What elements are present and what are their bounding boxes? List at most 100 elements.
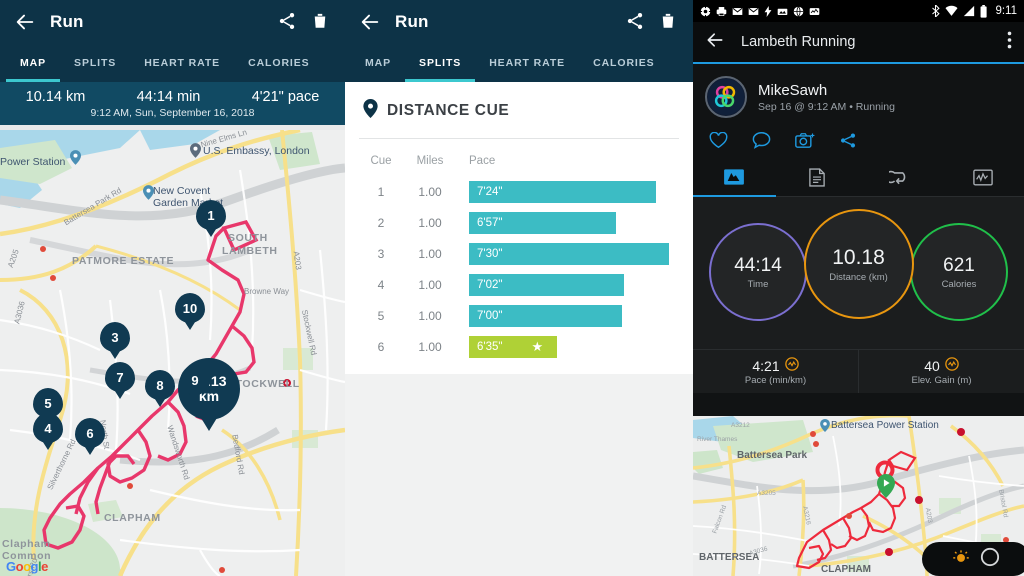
back-arrow-icon[interactable] bbox=[14, 11, 36, 33]
cell-cue: 6 bbox=[377, 339, 385, 354]
back-arrow-icon[interactable] bbox=[359, 11, 381, 33]
lambeth-running-panel: 9:11 Lambeth Running MikeSawh Sep 16 @ 9… bbox=[693, 0, 1024, 576]
tab-map[interactable]: MAP bbox=[6, 44, 61, 82]
route-marker-4[interactable]: 4 bbox=[33, 413, 63, 450]
substat-pace: 4:21 Pace (min/km) bbox=[693, 350, 858, 393]
camera-icon[interactable] bbox=[795, 132, 815, 154]
route-marker-6[interactable]: 6 bbox=[75, 418, 105, 455]
cell-miles: 1.00 bbox=[418, 277, 442, 292]
start-pin-icon[interactable] bbox=[877, 474, 895, 503]
author-name: MikeSawh bbox=[758, 81, 828, 99]
map-label: LAMBETH bbox=[222, 245, 278, 257]
watch-icon bbox=[784, 357, 799, 374]
map-label: Clapham bbox=[2, 538, 51, 550]
tab-splits[interactable]: SPLITS bbox=[405, 44, 476, 82]
route-marker-8[interactable]: 8 bbox=[145, 370, 175, 407]
cell-cue: 5 bbox=[377, 308, 385, 323]
pin-tip bbox=[153, 396, 167, 407]
google-attribution: Google bbox=[6, 559, 48, 574]
share-icon[interactable] bbox=[625, 11, 645, 33]
table-header-row: Cue Miles Pace bbox=[359, 145, 679, 176]
cell-miles: 1.00 bbox=[418, 184, 442, 199]
stat-label-calories: Calories bbox=[941, 278, 977, 290]
back-arrow-icon[interactable] bbox=[705, 30, 725, 55]
route-marker-label: 10 bbox=[175, 293, 205, 323]
loop-icon bbox=[884, 168, 911, 191]
map-label: STOCKWELL bbox=[228, 378, 300, 390]
map-label: New Covent bbox=[153, 185, 211, 197]
map-fab-pill[interactable] bbox=[922, 542, 1024, 576]
map-label: U.S. Embassy, London bbox=[203, 145, 310, 157]
activity-minimap[interactable]: Battersea Power Station Battersea Park B… bbox=[693, 416, 1024, 576]
cell-pace: 7'00" bbox=[457, 304, 679, 327]
cell-pace: 7'02" bbox=[457, 273, 679, 296]
more-vert-icon[interactable] bbox=[1007, 31, 1012, 54]
pace-bar: 7'02" bbox=[469, 273, 625, 296]
tab-calories-label: CALORIES bbox=[248, 57, 310, 69]
pace-bar-label: 7'02" bbox=[477, 278, 503, 291]
tab-heart-rate[interactable]: HEART RATE bbox=[130, 44, 234, 82]
graph-icon bbox=[972, 169, 993, 191]
table-row[interactable]: 1 1.00 7'24" bbox=[359, 176, 679, 207]
pace-bar-label: 7'00" bbox=[477, 309, 503, 322]
route-map[interactable]: Power Station U.S. Embassy, London New C… bbox=[0, 130, 345, 576]
map-panel-appbar: Run bbox=[0, 0, 345, 44]
tab-calories[interactable]: CALORIES bbox=[234, 44, 323, 82]
tab-route-map[interactable] bbox=[693, 163, 776, 197]
tab-heart-rate[interactable]: HEART RATE bbox=[475, 44, 579, 82]
column-header-miles: Miles bbox=[416, 154, 444, 167]
document-icon bbox=[809, 167, 825, 192]
substat-elev-value: 40 bbox=[924, 357, 940, 374]
column-header-pace: Pace bbox=[469, 154, 496, 167]
route-marker-label: 7 bbox=[105, 362, 135, 392]
route-marker-1[interactable]: 1 bbox=[196, 200, 226, 237]
table-row[interactable]: 3 1.00 7'30" bbox=[359, 238, 679, 269]
cell-miles: 1.00 bbox=[418, 339, 442, 354]
circle-handle-icon[interactable] bbox=[980, 547, 1000, 572]
trash-icon[interactable] bbox=[659, 11, 679, 33]
heart-icon[interactable] bbox=[709, 131, 728, 154]
route-marker-3[interactable]: 3 bbox=[100, 322, 130, 359]
map-label: SOUTH bbox=[228, 232, 268, 244]
watch-icon bbox=[945, 357, 959, 374]
substat-pace-value-row: 4:21 bbox=[752, 357, 799, 374]
tab-loop[interactable] bbox=[859, 163, 942, 196]
tab-graph[interactable] bbox=[941, 163, 1024, 196]
share-icon[interactable] bbox=[277, 11, 297, 33]
pin-tip bbox=[113, 388, 127, 399]
social-actions bbox=[693, 128, 1024, 163]
map-label: CLAPHAM bbox=[104, 512, 161, 524]
trash-icon[interactable] bbox=[311, 11, 331, 33]
author-meta: Sep 16 @ 9:12 AM • Running bbox=[758, 100, 895, 113]
route-marker-9[interactable]: 9 bbox=[180, 365, 210, 402]
tab-heart-rate-label: HEART RATE bbox=[144, 57, 221, 69]
minimap-label: BATTERSEA bbox=[699, 552, 760, 563]
sun-icon[interactable] bbox=[952, 548, 970, 571]
pace-bar-label: 7'24" bbox=[477, 185, 503, 198]
route-marker-10[interactable]: 10 bbox=[175, 293, 205, 330]
table-row[interactable]: 2 1.00 6'57" bbox=[359, 207, 679, 238]
tab-document[interactable] bbox=[776, 163, 859, 196]
minimap-label: Battersea Power Station bbox=[831, 420, 939, 431]
map-pin-icon bbox=[363, 99, 378, 123]
poi-pin-icon bbox=[190, 143, 201, 158]
tab-map[interactable]: MAP bbox=[351, 44, 405, 82]
activity-author[interactable]: MikeSawh Sep 16 @ 9:12 AM • Running bbox=[693, 64, 1024, 128]
tab-calories[interactable]: CALORIES bbox=[579, 44, 668, 82]
cell-pace: 6'57" bbox=[457, 211, 679, 234]
route-marker-label: 3 bbox=[100, 322, 130, 352]
table-row[interactable]: 5 1.00 7'00" bbox=[359, 300, 679, 331]
tab-splits[interactable]: SPLITS bbox=[60, 44, 130, 82]
signal-icon bbox=[964, 5, 975, 17]
comment-icon[interactable] bbox=[752, 131, 771, 154]
pin-tip bbox=[183, 319, 197, 330]
run-splits-panel: Run MAP SPLITS HEART RATE CALORIES DISTA… bbox=[345, 0, 693, 576]
run-summary-bar: 10.14 km 44:14 min 4'21" pace 9:12 AM, S… bbox=[0, 82, 345, 125]
minimap-graphics bbox=[693, 416, 1024, 576]
minimap-label: CLAPHAM bbox=[821, 564, 871, 575]
table-row[interactable]: 4 1.00 7'02" bbox=[359, 269, 679, 300]
route-marker-7[interactable]: 7 bbox=[105, 362, 135, 399]
map-panel-tabbar: MAP SPLITS HEART RATE CALORIES bbox=[0, 44, 345, 82]
share-icon[interactable] bbox=[839, 132, 857, 154]
table-row[interactable]: 6 1.00 6'35" ★ bbox=[359, 331, 679, 362]
